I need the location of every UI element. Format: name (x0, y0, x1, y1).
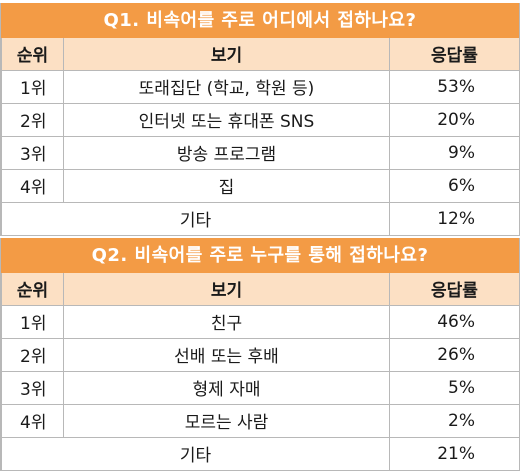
option-cell-other: 기타 (1, 201, 390, 236)
rate-cell: 21% (389, 436, 520, 471)
rank-cell: 4위 (1, 403, 64, 438)
rank-cell: 1위 (1, 304, 64, 339)
option-cell: 형제 자매 (63, 370, 390, 405)
table-header: 순위 보기 응답률 (1, 38, 520, 71)
question-title-q2: Q2. 비속어를 주로 누구를 통해 접하나요? (1, 238, 519, 273)
header-rate: 응답률 (389, 273, 520, 306)
rate-cell: 26% (389, 337, 520, 372)
table-header: 순위 보기 응답률 (1, 273, 520, 306)
rank-cell: 2위 (1, 337, 64, 372)
table-row: 1위 또래집단 (학교, 학원 등) 53% (1, 69, 520, 104)
rate-cell: 5% (389, 370, 520, 405)
survey-q1: Q1. 비속어를 주로 어디에서 접하나요? 순위 보기 응답률 1위 또래집단… (0, 3, 520, 236)
table-row: 3위 방송 프로그램 9% (1, 135, 520, 170)
results-table-q1: 순위 보기 응답률 1위 또래집단 (학교, 학원 등) 53% 2위 인터넷 … (1, 38, 520, 236)
rate-cell: 2% (389, 403, 520, 438)
table-row: 1위 친구 46% (1, 304, 520, 339)
option-cell: 또래집단 (학교, 학원 등) (63, 69, 390, 104)
header-rank: 순위 (1, 273, 64, 306)
rate-cell: 9% (389, 135, 520, 170)
question-title-q1: Q1. 비속어를 주로 어디에서 접하나요? (1, 3, 519, 38)
header-option: 보기 (63, 38, 390, 71)
header-rate: 응답률 (389, 38, 520, 71)
option-cell: 인터넷 또는 휴대폰 SNS (63, 102, 390, 137)
table-row-other: 기타 21% (1, 436, 520, 471)
rank-cell: 4위 (1, 168, 64, 203)
table-row: 4위 모르는 사람 2% (1, 403, 520, 438)
survey-q2: Q2. 비속어를 주로 누구를 통해 접하나요? 순위 보기 응답률 1위 친구… (0, 238, 520, 471)
option-cell: 집 (63, 168, 390, 203)
rank-cell: 1위 (1, 69, 64, 104)
rate-cell: 46% (389, 304, 520, 339)
table-row: 4위 집 6% (1, 168, 520, 203)
header-option: 보기 (63, 273, 390, 306)
rate-cell: 20% (389, 102, 520, 137)
rank-cell: 3위 (1, 370, 64, 405)
table-row: 2위 선배 또는 후배 26% (1, 337, 520, 372)
results-table-q2: 순위 보기 응답률 1위 친구 46% 2위 선배 또는 후배 26% 3위 형… (1, 273, 520, 471)
table-row: 3위 형제 자매 5% (1, 370, 520, 405)
table-row-other: 기타 12% (1, 201, 520, 236)
option-cell: 모르는 사람 (63, 403, 390, 438)
option-cell: 선배 또는 후배 (63, 337, 390, 372)
table-row: 2위 인터넷 또는 휴대폰 SNS 20% (1, 102, 520, 137)
rate-cell: 6% (389, 168, 520, 203)
header-rank: 순위 (1, 38, 64, 71)
rank-cell: 2위 (1, 102, 64, 137)
rate-cell: 12% (389, 201, 520, 236)
rank-cell: 3위 (1, 135, 64, 170)
option-cell: 친구 (63, 304, 390, 339)
option-cell-other: 기타 (1, 436, 390, 471)
option-cell: 방송 프로그램 (63, 135, 390, 170)
rate-cell: 53% (389, 69, 520, 104)
